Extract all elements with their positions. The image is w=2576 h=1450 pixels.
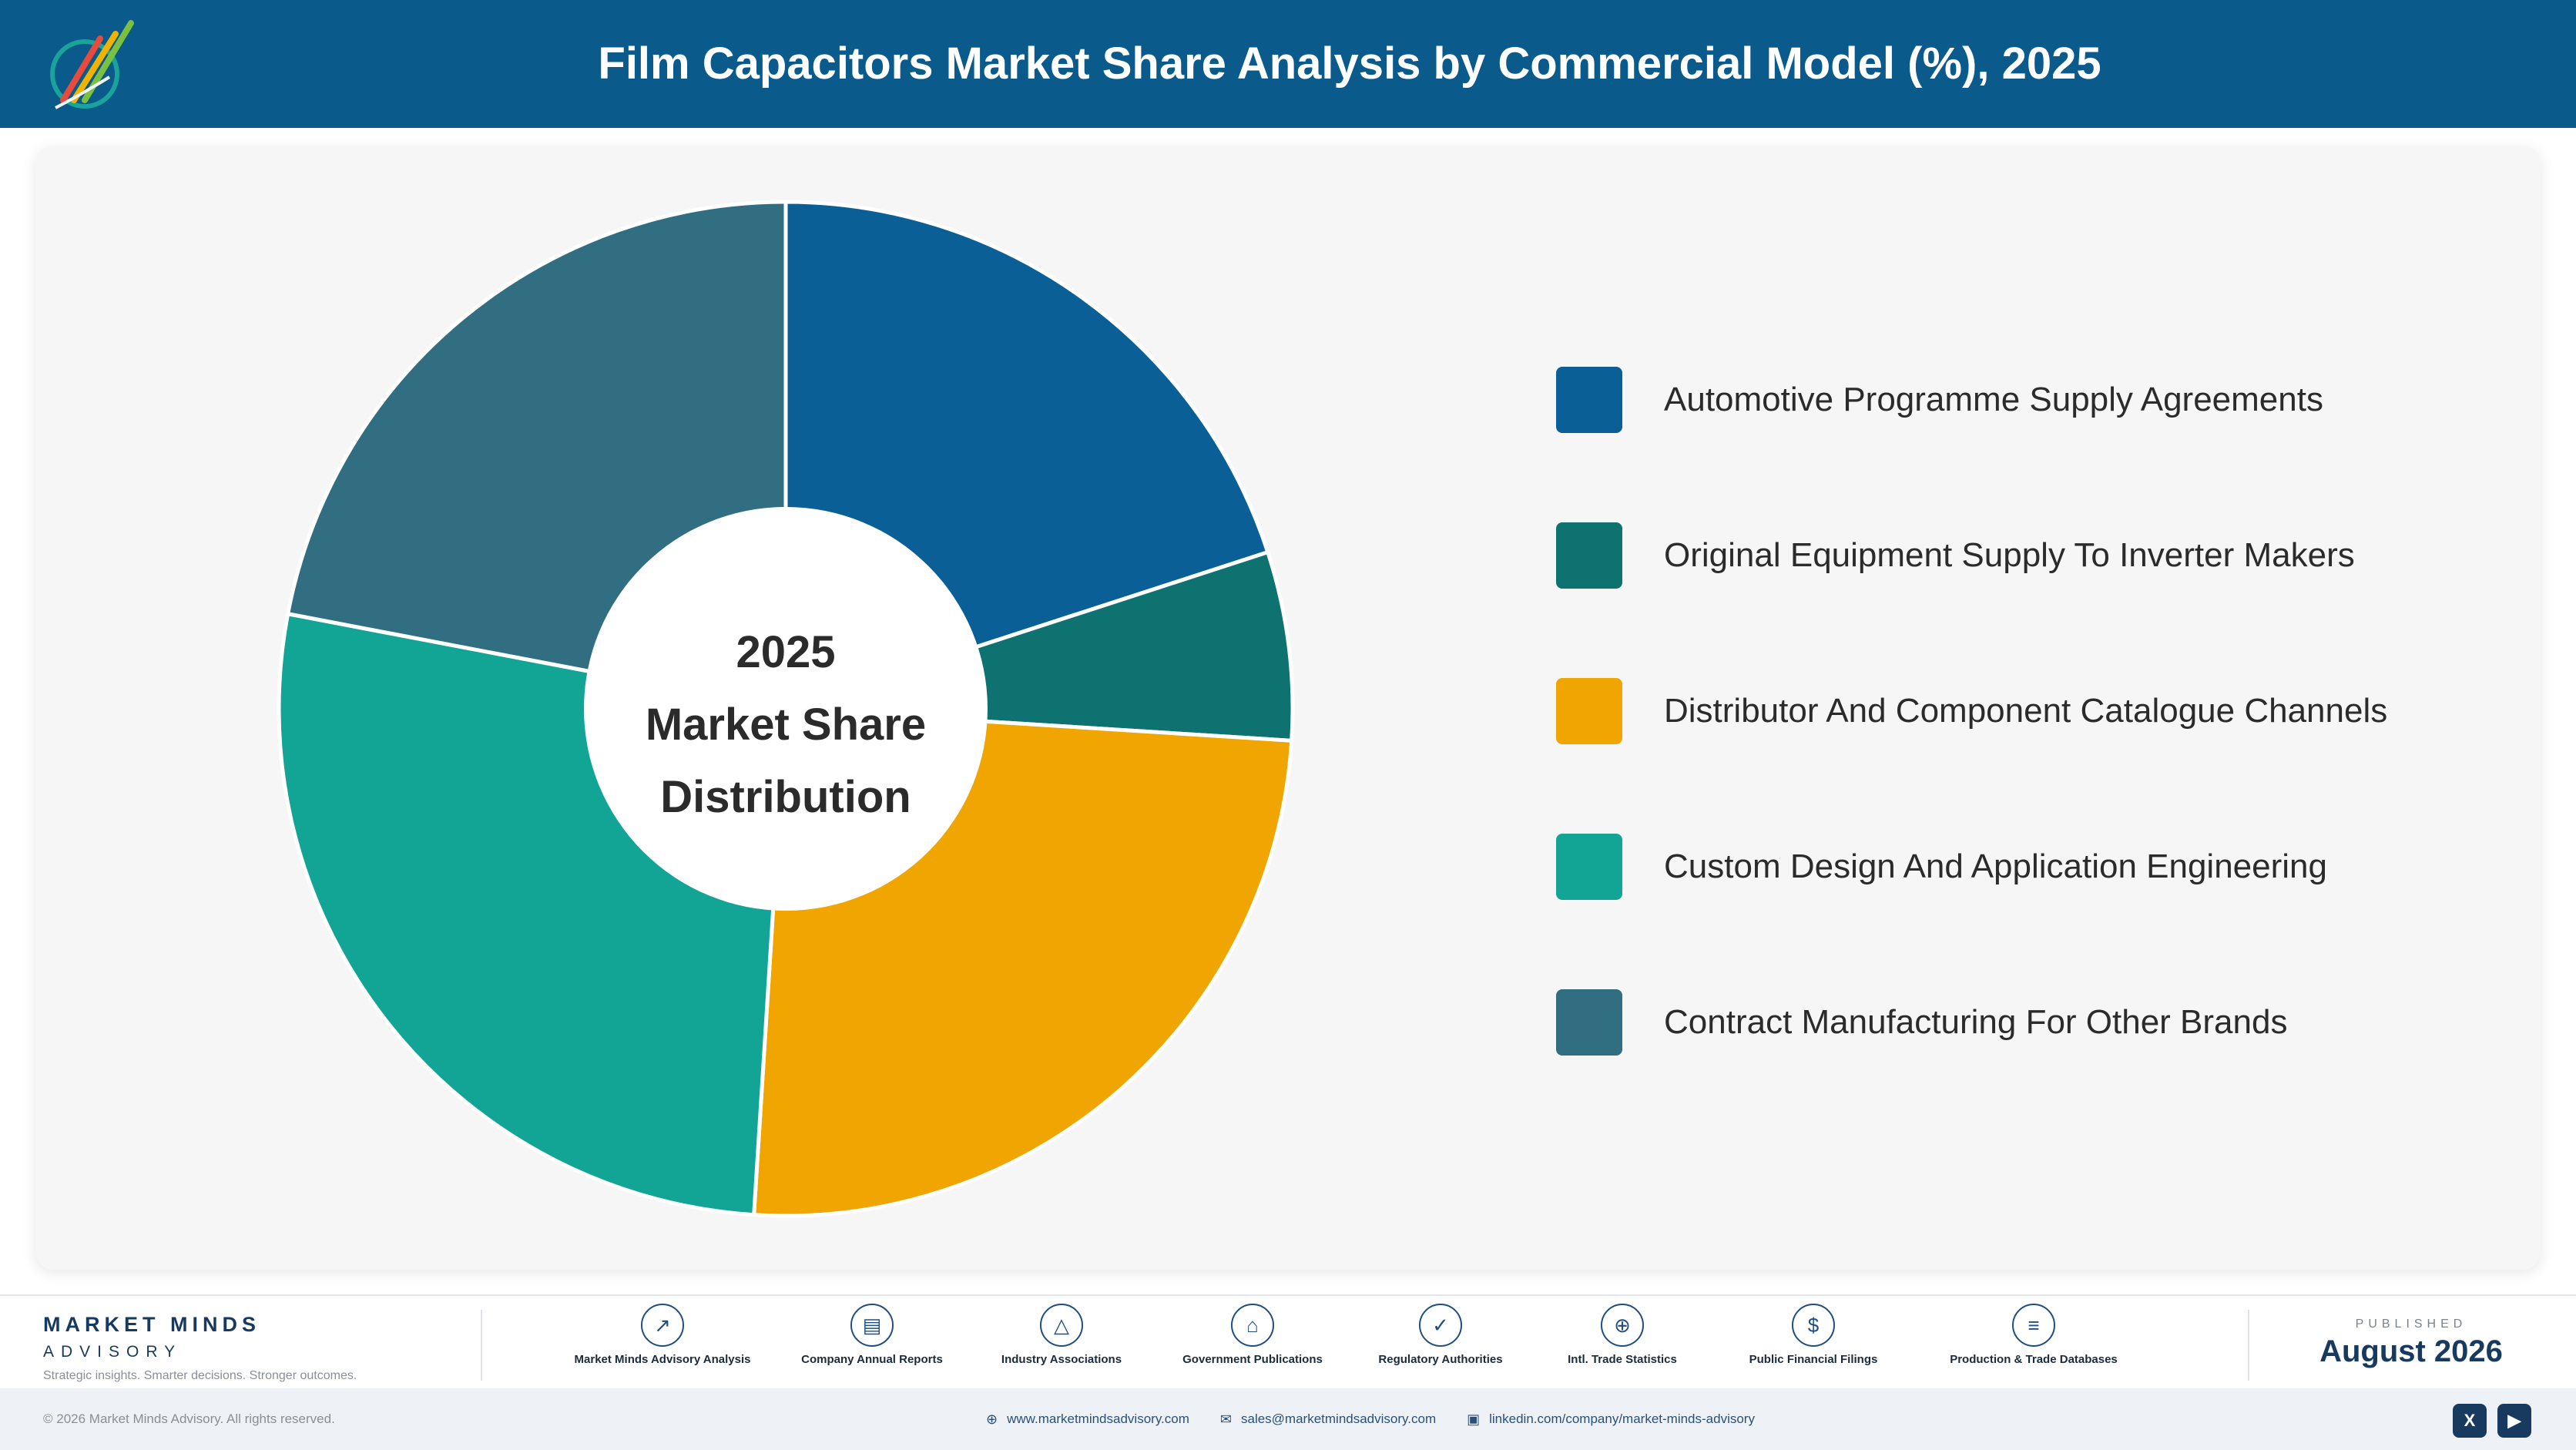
legend-item-2[interactable]: Original Equipment Supply To Inverter Ma… — [1556, 521, 2480, 590]
header-bar: Film Capacitors Market Share Analysis by… — [0, 0, 2576, 128]
source-label: Company Annual Reports — [801, 1353, 943, 1366]
source-label: Production & Trade Databases — [1950, 1353, 2118, 1366]
chart-line-icon: ↗ — [641, 1304, 684, 1347]
company-logo[interactable] — [40, 8, 148, 122]
brand-sub: ADVISORY — [43, 1343, 183, 1361]
center-label-line3: Distribution — [660, 772, 911, 822]
legend-item-1[interactable]: Automotive Programme Supply Agreements — [1556, 365, 2480, 435]
footer-divider — [481, 1310, 482, 1381]
center-label-line2: Market Share — [646, 700, 926, 750]
source-label: Government Publications — [1182, 1353, 1323, 1366]
legend-label: Distributor And Component Catalogue Chan… — [1664, 692, 2388, 730]
copyright-text: © 2026 Market Minds Advisory. All rights… — [43, 1411, 335, 1426]
published-date: August 2026 — [2319, 1334, 2503, 1368]
source-label: Industry Associations — [1001, 1353, 1122, 1366]
bottom-bar: © 2026 Market Minds Advisory. All rights… — [0, 1388, 2576, 1450]
brand-name: MARKET MINDS — [43, 1313, 260, 1336]
legend-label: Contract Manufacturing For Other Brands — [1664, 1003, 2288, 1041]
legend-swatch — [1556, 367, 1622, 433]
source-label: Regulatory Authorities — [1378, 1353, 1503, 1366]
footer-brand: MARKET MINDS ADVISORY Strategic insights… — [43, 1313, 444, 1383]
footer: MARKET MINDS ADVISORY Strategic insights… — [0, 1294, 2576, 1388]
x-icon: X — [2464, 1411, 2476, 1430]
published-block: PUBLISHED August 2026 — [2249, 1317, 2573, 1369]
legend-label: Custom Design And Application Engineerin… — [1664, 848, 2327, 885]
source-item-3[interactable]: △ Industry Associations — [969, 1304, 1154, 1367]
source-item-2[interactable]: ▤ Company Annual Reports — [780, 1304, 964, 1367]
source-item-1[interactable]: ↗ Market Minds Advisory Analysis — [570, 1304, 755, 1367]
linkedin-icon: ▣ — [1467, 1411, 1481, 1427]
donut-hole — [584, 507, 988, 911]
center-label-year: 2025 — [736, 627, 835, 677]
email-text: sales@marketmindsadvisory.com — [1240, 1411, 1437, 1426]
legend-item-3[interactable]: Distributor And Component Catalogue Chan… — [1556, 676, 2480, 746]
source-label: Market Minds Advisory Analysis — [574, 1353, 751, 1366]
source-item-8[interactable]: ≡ Production & Trade Databases — [1941, 1304, 2126, 1367]
currency-icon: $ — [1792, 1304, 1835, 1347]
footer-divider — [2248, 1310, 2249, 1381]
chart-legend: Automotive Programme Supply Agreements Or… — [1556, 365, 2480, 1143]
source-item-6[interactable]: ⊕ Intl. Trade Statistics — [1530, 1304, 1715, 1367]
published-label: PUBLISHED — [2355, 1317, 2467, 1331]
website-text: www.marketmindsadvisory.com — [1007, 1411, 1189, 1426]
x-social-button[interactable]: X — [2453, 1404, 2487, 1438]
legend-swatch — [1556, 834, 1622, 900]
source-item-4[interactable]: ⌂ Government Publications — [1160, 1304, 1345, 1367]
page-title: Film Capacitors Market Share Analysis by… — [598, 39, 2101, 89]
source-item-7[interactable]: $ Public Financial Filings — [1721, 1304, 1906, 1367]
globe-icon: ⊕ — [1601, 1304, 1644, 1347]
document-icon: ▤ — [850, 1304, 894, 1347]
linkedin-text: linkedin.com/company/market-minds-adviso… — [1489, 1411, 1755, 1426]
legend-swatch — [1556, 522, 1622, 589]
legend-swatch — [1556, 678, 1622, 744]
legend-label: Original Equipment Supply To Inverter Ma… — [1664, 536, 2355, 574]
brand-tagline: Strategic insights. Smarter decisions. S… — [43, 1369, 357, 1382]
linkedin-link[interactable]: ▣ linkedin.com/company/market-minds-advi… — [1467, 1411, 1755, 1428]
youtube-social-button[interactable]: ▶ — [2497, 1404, 2531, 1438]
database-icon: ≡ — [2012, 1304, 2055, 1347]
legend-swatch — [1556, 989, 1622, 1056]
data-sources: ↗ Market Minds Advisory Analysis ▤ Company … — [570, 1304, 2118, 1388]
government-building-icon: ⌂ — [1231, 1304, 1274, 1347]
source-label: Intl. Trade Statistics — [1568, 1353, 1677, 1366]
network-icon: △ — [1040, 1304, 1083, 1347]
source-label: Public Financial Filings — [1749, 1353, 1878, 1366]
mail-icon: ✉ — [1219, 1411, 1232, 1427]
contact-links: ⊕ www.marketmindsadvisory.com ✉ sales@ma… — [986, 1388, 1786, 1450]
shield-icon: ✓ — [1419, 1304, 1462, 1347]
legend-label: Automotive Programme Supply Agreements — [1664, 381, 2323, 418]
youtube-icon: ▶ — [2507, 1411, 2521, 1430]
legend-item-4[interactable]: Custom Design And Application Engineerin… — [1556, 832, 2480, 901]
website-link[interactable]: ⊕ www.marketmindsadvisory.com — [986, 1411, 1189, 1428]
legend-item-5[interactable]: Contract Manufacturing For Other Brands — [1556, 988, 2480, 1057]
email-link[interactable]: ✉ sales@marketmindsadvisory.com — [1220, 1411, 1436, 1428]
globe-icon: ⊕ — [986, 1411, 998, 1427]
source-item-5[interactable]: ✓ Regulatory Authorities — [1348, 1304, 1533, 1367]
